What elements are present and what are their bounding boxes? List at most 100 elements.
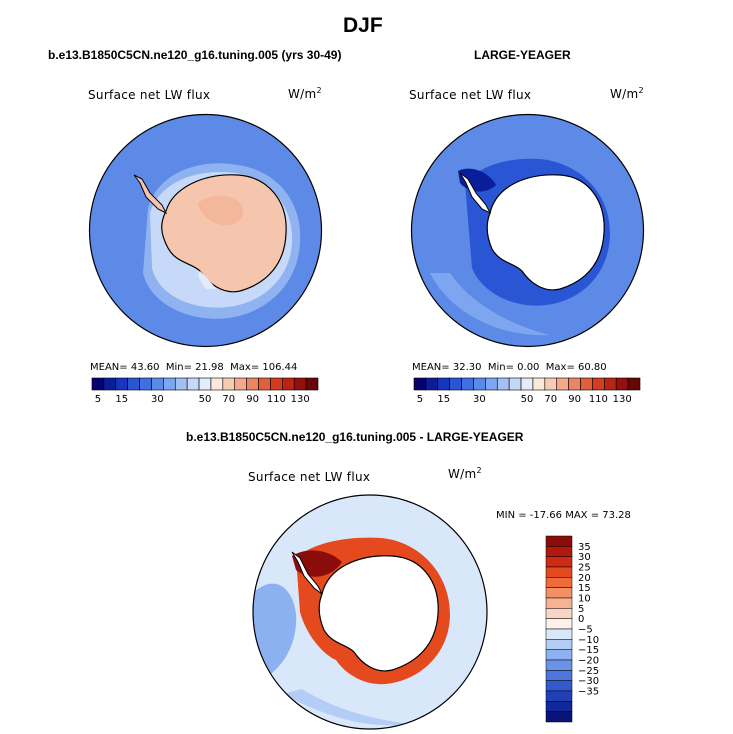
diff-colorbar-swatch	[545, 618, 573, 630]
diff-colorbar-swatch	[545, 711, 573, 723]
obs-colorbar-tick-label: 30	[473, 394, 486, 405]
model-colorbar-swatch	[258, 377, 271, 391]
model-colorbar-tick-label: 15	[115, 394, 128, 405]
obs-colorbar-swatch	[580, 377, 593, 391]
model-colorbar-swatch	[91, 377, 105, 391]
obs-colorbar-tick-label: 90	[568, 394, 581, 405]
diff-colorbar-tick-label: 0	[578, 614, 584, 625]
model-peninsula	[133, 174, 168, 215]
diff-colorbar-swatch	[545, 649, 573, 661]
diff-antarctica-land	[318, 555, 439, 672]
model-colorbar-tick-label: 70	[222, 394, 235, 405]
diff-colorbar-tick-label: −5	[578, 625, 593, 636]
model-colorbar-swatch	[210, 377, 224, 391]
diff-colorbar-tick-label: −35	[578, 687, 599, 698]
model-colorbar-swatch	[198, 377, 212, 391]
diff-peninsula	[291, 551, 323, 595]
obs-colorbar-swatch	[473, 377, 486, 391]
diff-colorbar-tick-label: 10	[578, 594, 591, 605]
model-colorbar-tick-label: 5	[95, 394, 101, 405]
panel-obs-map	[410, 113, 645, 348]
panel-obs-stats: MEAN= 32.30 Min= 0.00 Max= 60.80	[412, 362, 607, 373]
obs-colorbar-swatch	[604, 377, 617, 391]
panel-obs-colorbar: 5 15 30 50 70 90 110 130	[413, 377, 641, 405]
panel-obs-units: W/m2	[610, 86, 644, 101]
panel-obs-title: LARGE-YEAGER	[474, 48, 571, 62]
diff-colorbar-swatch	[545, 535, 573, 547]
obs-colorbar-swatch	[437, 377, 450, 391]
diff-colorbar-tick-label: 15	[578, 583, 591, 594]
obs-colorbar-swatch	[425, 377, 439, 391]
diff-colorbar-tick-label: 30	[578, 552, 591, 563]
obs-colorbar-swatch	[461, 377, 474, 391]
obs-colorbar-swatch	[520, 377, 534, 391]
panel-model-colorbar: 5 15 30 50 70 90 110 130	[91, 377, 319, 405]
diff-colorbar-swatch	[545, 680, 573, 692]
panel-diff-field-label: Surface net LW flux	[248, 470, 371, 484]
figure-title: DJF	[343, 14, 383, 37]
panel-obs-field-label: Surface net LW flux	[409, 88, 532, 102]
diff-colorbar-swatch	[545, 659, 573, 671]
model-colorbar-swatch	[163, 377, 176, 391]
obs-colorbar-swatch	[413, 377, 427, 391]
obs-colorbar-swatch	[532, 377, 546, 391]
diff-colorbar-swatch	[545, 597, 573, 609]
obs-colorbar-swatch	[544, 377, 558, 391]
model-colorbar-swatch	[115, 377, 128, 391]
model-colorbar-swatch	[234, 377, 247, 391]
model-colorbar-swatch	[139, 377, 152, 391]
model-ross-shelf	[198, 271, 216, 289]
model-colorbar-tick-label: 50	[199, 394, 212, 405]
obs-colorbar-tick-label: 5	[417, 394, 423, 405]
obs-antarctica-land	[486, 174, 605, 291]
panel-diff-map	[252, 494, 488, 730]
obs-colorbar-swatch	[485, 377, 498, 391]
panel-diff-stats: MIN = -17.66 MAX = 73.28	[496, 510, 631, 521]
model-colorbar-swatch	[246, 377, 259, 391]
model-land-highs	[198, 195, 244, 226]
panel-model-title: b.e13.B1850C5CN.ne120_g16.tuning.005 (yr…	[48, 48, 342, 62]
diff-colorbar-tick-label: 35	[578, 542, 591, 553]
diff-blue-south	[282, 689, 412, 726]
panel-model-field-label: Surface net LW flux	[88, 88, 211, 102]
obs-colorbar-swatch	[496, 377, 510, 391]
diff-colorbar-swatch	[545, 628, 573, 640]
diff-colorbar-swatch	[545, 701, 573, 712]
model-colorbar-swatch	[222, 377, 236, 391]
diff-colorbar-tick-label: −25	[578, 666, 599, 677]
diff-colorbar-swatch	[545, 690, 573, 702]
diff-colorbar-tick-label: −20	[578, 656, 599, 667]
model-colorbar-swatch	[270, 377, 283, 391]
diff-colorbar-swatch	[545, 608, 573, 619]
diff-colorbar-swatch	[545, 546, 573, 557]
panel-diff-title: b.e13.B1850C5CN.ne120_g16.tuning.005 - L…	[186, 430, 524, 444]
model-colorbar-tick-label: 110	[267, 394, 286, 405]
diff-colorbar-swatch	[545, 639, 573, 650]
model-colorbar-swatch	[282, 377, 295, 391]
model-colorbar-tick-label: 30	[151, 394, 164, 405]
model-colorbar-swatch	[127, 377, 140, 391]
obs-colorbar-tick-label: 15	[437, 394, 450, 405]
model-colorbar-swatch	[305, 377, 319, 391]
obs-colorbar-swatch	[592, 377, 605, 391]
obs-ocean-lighter	[430, 273, 550, 336]
diff-colorbar-swatch	[545, 577, 573, 588]
model-colorbar-swatch	[174, 377, 188, 391]
diff-colorbar-swatch	[545, 566, 573, 578]
panel-model-units: W/m2	[288, 86, 322, 101]
diff-colorbar-tick-label: 5	[578, 604, 584, 615]
obs-colorbar-swatch	[615, 377, 629, 391]
model-colorbar-swatch	[103, 377, 117, 391]
panel-model-map	[88, 113, 323, 348]
obs-colorbar-tick-label: 130	[613, 394, 632, 405]
model-colorbar-swatch	[293, 377, 307, 391]
diff-colorbar-swatch	[545, 556, 573, 568]
diff-colorbar-tick-label: 25	[578, 563, 591, 574]
obs-colorbar-tick-label: 50	[521, 394, 534, 405]
panel-diff-units: W/m2	[448, 466, 482, 481]
diff-colorbar-tick-label: −30	[578, 676, 599, 687]
diff-colorbar-swatch	[545, 670, 573, 681]
obs-colorbar-tick-label: 70	[544, 394, 557, 405]
obs-colorbar-swatch	[627, 377, 641, 391]
